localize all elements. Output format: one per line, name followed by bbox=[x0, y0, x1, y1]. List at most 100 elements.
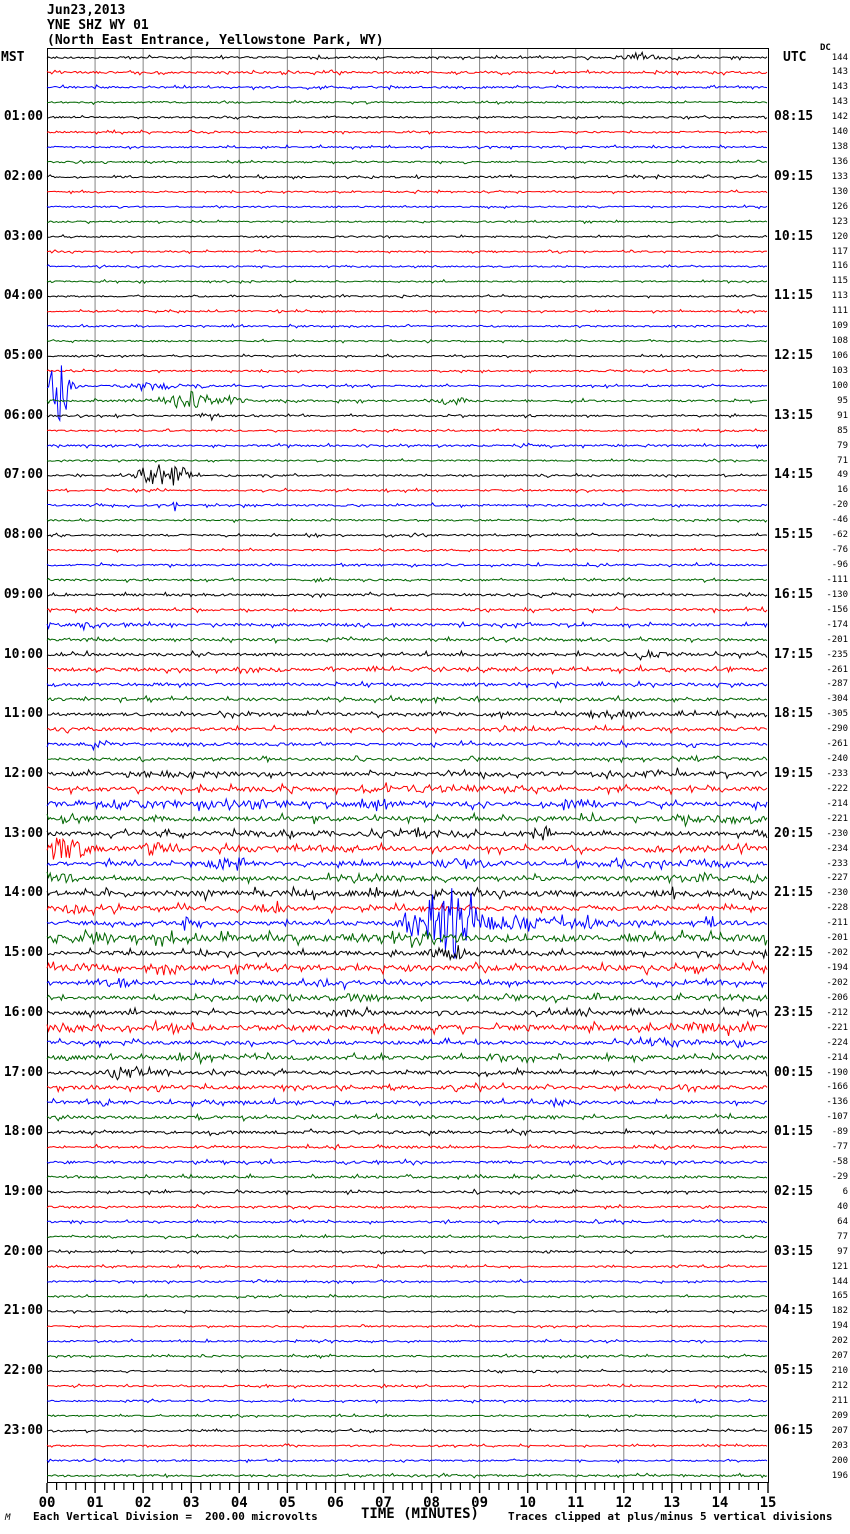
dc-value: -107 bbox=[826, 1112, 848, 1123]
trace-02:15 bbox=[47, 189, 768, 195]
utc-label: 21:15 bbox=[774, 885, 814, 901]
mst-label: 11:00 bbox=[3, 706, 43, 722]
trace-12:30 bbox=[46, 797, 768, 812]
utc-label: 08:15 bbox=[774, 109, 814, 125]
dc-value: 108 bbox=[831, 336, 848, 347]
x-tick-label: 14 bbox=[711, 1495, 729, 1511]
x-tick-label: 06 bbox=[326, 1495, 344, 1511]
trace-16:45 bbox=[46, 1051, 768, 1066]
dc-value: -304 bbox=[826, 694, 848, 705]
x-tick-label: 04 bbox=[230, 1495, 248, 1511]
trace-09:00 bbox=[46, 591, 768, 599]
dc-value: 182 bbox=[831, 1306, 848, 1317]
dc-value: -287 bbox=[826, 679, 848, 690]
dc-value: -111 bbox=[826, 574, 848, 585]
trace-14:45 bbox=[46, 928, 768, 948]
trace-14:15 bbox=[46, 900, 768, 917]
right-timezone-header: UTC bbox=[783, 50, 807, 65]
trace-04:30 bbox=[46, 323, 768, 329]
dc-value: 71 bbox=[837, 455, 848, 466]
trace-22:15 bbox=[46, 1383, 768, 1389]
dc-value: 144 bbox=[831, 52, 848, 63]
trace-05:00 bbox=[46, 353, 767, 359]
utc-label: 15:15 bbox=[774, 527, 814, 543]
trace-02:00 bbox=[46, 173, 768, 180]
trace-19:15 bbox=[46, 1203, 767, 1210]
dc-value: -233 bbox=[826, 858, 848, 869]
trace-23:45 bbox=[46, 1472, 768, 1479]
dc-value: 123 bbox=[831, 216, 848, 227]
trace-10:45 bbox=[46, 694, 768, 705]
dc-value: -190 bbox=[826, 1067, 848, 1078]
trace-18:30 bbox=[46, 1157, 768, 1166]
trace-21:15 bbox=[46, 1324, 768, 1329]
trace-23:00 bbox=[46, 1428, 768, 1434]
trace-07:30 bbox=[46, 501, 768, 512]
trace-13:15 bbox=[46, 837, 768, 860]
dc-value: -261 bbox=[826, 739, 848, 750]
dc-value: -221 bbox=[826, 813, 848, 824]
dc-value: 212 bbox=[831, 1381, 848, 1391]
trace-15:30 bbox=[46, 977, 768, 991]
trace-04:15 bbox=[47, 308, 768, 314]
mst-label: 09:00 bbox=[3, 586, 43, 602]
trace-11:45 bbox=[46, 754, 768, 764]
trace-10:00 bbox=[46, 648, 768, 661]
trace-18:00 bbox=[46, 1127, 768, 1137]
dc-value: -212 bbox=[826, 1007, 848, 1018]
dc-value: 100 bbox=[831, 380, 848, 391]
mst-label: 20:00 bbox=[3, 1243, 43, 1259]
dc-value: -194 bbox=[826, 963, 848, 974]
trace-10:15 bbox=[46, 663, 768, 676]
dc-offset-header: DC bbox=[820, 43, 831, 53]
dc-value: 91 bbox=[837, 410, 848, 421]
dc-value: -261 bbox=[826, 664, 848, 675]
dc-value: 77 bbox=[837, 1231, 848, 1242]
utc-label: 18:15 bbox=[774, 706, 814, 722]
trace-19:30 bbox=[46, 1218, 768, 1225]
utc-label: 22:15 bbox=[774, 945, 814, 961]
dc-value: 117 bbox=[831, 246, 848, 257]
trace-05:45 bbox=[46, 390, 768, 410]
x-tick-label: 05 bbox=[278, 1495, 296, 1511]
mst-label: 18:00 bbox=[3, 1124, 43, 1140]
utc-label: 00:15 bbox=[774, 1064, 814, 1080]
trace-00:45 bbox=[46, 99, 768, 106]
mst-label: 05:00 bbox=[3, 348, 43, 364]
trace-07:15 bbox=[46, 487, 768, 494]
dc-value: 143 bbox=[831, 67, 848, 78]
trace-09:45 bbox=[46, 635, 768, 644]
dc-value: -201 bbox=[826, 634, 848, 645]
utc-label: 17:15 bbox=[774, 646, 814, 662]
trace-20:45 bbox=[46, 1293, 768, 1300]
trace-14:30 bbox=[46, 888, 768, 959]
x-tick-label: 00 bbox=[38, 1495, 56, 1511]
dc-value: 120 bbox=[831, 231, 848, 242]
dc-value: -228 bbox=[826, 903, 848, 914]
station-location: (North East Entrance, Yellowstone Park, … bbox=[47, 33, 384, 48]
mst-label: 17:00 bbox=[3, 1064, 43, 1080]
trace-08:00 bbox=[46, 532, 768, 539]
x-tick-label: 08 bbox=[423, 1495, 440, 1511]
x-tick-label: 13 bbox=[663, 1495, 681, 1511]
dc-value: -214 bbox=[826, 1052, 848, 1063]
station-code: YNE SHZ WY 01 bbox=[47, 18, 149, 33]
dc-value: 6 bbox=[842, 1186, 848, 1197]
trace-01:15 bbox=[46, 129, 768, 135]
x-tick-label: 02 bbox=[134, 1495, 152, 1511]
trace-09:30 bbox=[46, 620, 768, 632]
x-tick-label: 12 bbox=[615, 1495, 633, 1511]
left-timezone-header: MST bbox=[1, 50, 25, 65]
trace-08:15 bbox=[46, 547, 768, 553]
dc-value: 207 bbox=[831, 1351, 848, 1362]
trace-12:15 bbox=[46, 782, 768, 796]
trace-04:45 bbox=[46, 338, 768, 344]
trace-19:00 bbox=[46, 1188, 768, 1196]
trace-15:00 bbox=[46, 945, 768, 962]
mst-label: 12:00 bbox=[3, 765, 43, 781]
dc-value: 103 bbox=[831, 365, 848, 376]
trace-16:30 bbox=[46, 1035, 768, 1049]
trace-03:00 bbox=[46, 234, 768, 239]
